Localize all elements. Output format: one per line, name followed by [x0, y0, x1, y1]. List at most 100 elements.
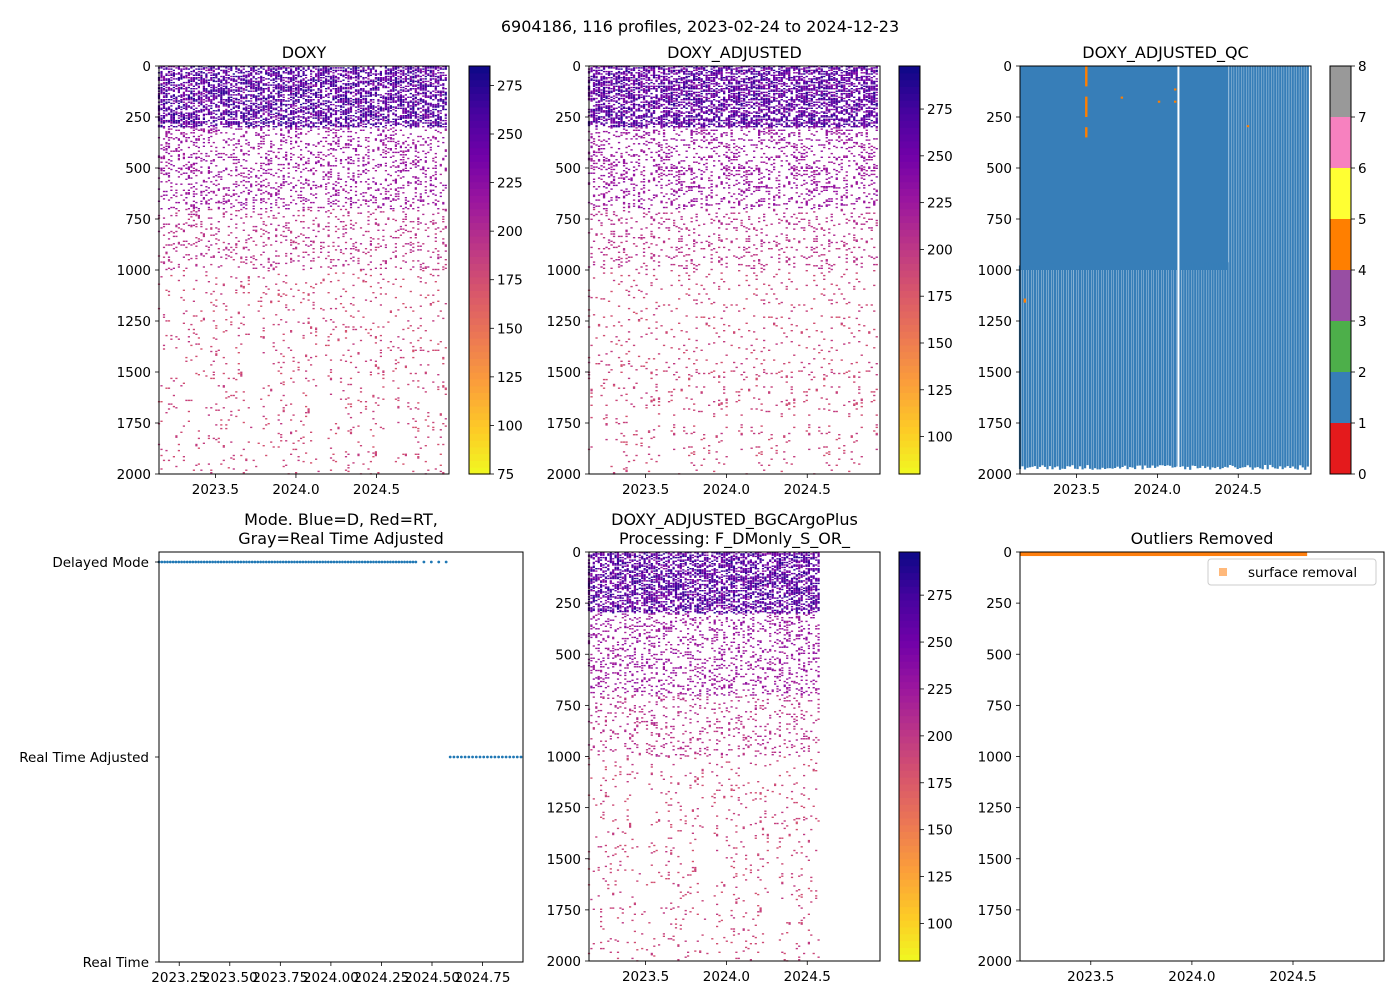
heatmap-cell — [302, 78, 305, 80]
heatmap-cell — [384, 105, 387, 107]
heatmap-cell — [275, 72, 278, 74]
heatmap-cell — [334, 90, 338, 92]
heatmap-cell — [302, 203, 305, 205]
heatmap-cell — [297, 163, 300, 166]
heatmap-cell — [320, 266, 323, 268]
heatmap-cell — [207, 90, 210, 92]
heatmap-cell — [210, 89, 213, 91]
heatmap-cell — [305, 182, 308, 184]
heatmap-cell — [297, 156, 300, 158]
heatmap-cell — [369, 95, 372, 97]
heatmap-cell — [372, 73, 375, 75]
heatmap-cell — [357, 206, 360, 209]
heatmap-cell — [384, 156, 387, 158]
heatmap-cell — [217, 156, 220, 158]
heatmap-cell — [307, 108, 310, 111]
heatmap-cell — [267, 172, 270, 174]
heatmap-cell — [347, 108, 350, 111]
heatmap-cell — [270, 388, 273, 391]
heatmap-cell — [272, 96, 275, 98]
heatmap-cell — [280, 67, 283, 69]
heatmap-cell — [392, 113, 395, 116]
heatmap-cell — [247, 277, 250, 279]
heatmap-cell — [374, 246, 377, 249]
heatmap-cell — [332, 99, 335, 101]
heatmap-cell — [287, 227, 290, 229]
heatmap-cell — [325, 257, 328, 260]
heatmap-cell — [245, 241, 248, 244]
heatmap-cell — [197, 124, 200, 127]
heatmap-cell — [207, 139, 210, 141]
heatmap-cell — [320, 77, 323, 79]
heatmap-cell — [237, 140, 240, 143]
heatmap-cell — [369, 460, 372, 463]
heatmap-cell — [339, 303, 343, 305]
heatmap-cell — [217, 94, 220, 96]
heatmap-cell — [357, 99, 360, 101]
heatmap-cell — [160, 170, 163, 172]
heatmap-cell — [295, 472, 298, 474]
heatmap-cell — [352, 126, 355, 128]
heatmap-cell — [300, 187, 303, 189]
heatmap-cell — [357, 124, 360, 127]
heatmap-cell — [162, 234, 166, 236]
heatmap-cell — [392, 79, 395, 81]
heatmap-cell — [200, 203, 203, 205]
heatmap-cell — [369, 80, 372, 83]
heatmap-cell — [177, 279, 180, 282]
heatmap-cell — [310, 85, 313, 87]
heatmap-cell — [222, 385, 225, 387]
heatmap-cell — [162, 85, 166, 87]
heatmap-cell — [302, 67, 305, 69]
heatmap-cell — [317, 470, 320, 473]
heatmap-cell — [347, 157, 350, 160]
heatmap-cell — [252, 110, 255, 112]
heatmap-cell — [327, 68, 330, 70]
heatmap-cell — [275, 193, 278, 195]
heatmap-cell — [285, 204, 288, 206]
heatmap-cell — [267, 159, 270, 161]
heatmap-cell — [195, 214, 198, 217]
heatmap-cell — [222, 212, 225, 214]
heatmap-cell — [295, 203, 298, 205]
heatmap-cell — [272, 107, 275, 109]
heatmap-cell — [290, 261, 293, 263]
heatmap-cell — [364, 139, 368, 141]
heatmap-cell — [310, 79, 313, 81]
heatmap-cell — [367, 66, 370, 68]
heatmap-cell — [242, 176, 245, 178]
heatmap-cell — [332, 74, 335, 76]
heatmap-cell — [245, 213, 248, 216]
heatmap-cell — [305, 178, 308, 180]
heatmap-cell — [187, 176, 190, 178]
heatmap-cell — [310, 188, 313, 190]
heatmap-cell — [295, 184, 298, 187]
heatmap-cell — [230, 79, 233, 81]
heatmap-cell — [347, 413, 350, 415]
heatmap-cell — [225, 257, 228, 260]
heatmap-cell — [165, 68, 168, 70]
heatmap-cell — [252, 115, 255, 117]
heatmap-cell — [354, 92, 358, 95]
heatmap-cell — [277, 361, 280, 364]
heatmap-cell — [245, 262, 248, 265]
heatmap-cell — [165, 119, 168, 122]
heatmap-cell — [307, 143, 310, 145]
heatmap-cell — [337, 90, 340, 92]
heatmap-cell — [342, 99, 345, 101]
heatmap-cell — [235, 75, 238, 78]
heatmap-cell — [237, 124, 240, 127]
heatmap-cell — [285, 464, 288, 466]
heatmap-cell — [242, 74, 245, 76]
heatmap-cell — [307, 99, 310, 101]
heatmap-cell — [197, 95, 200, 97]
heatmap-cell — [334, 97, 338, 100]
heatmap-cell — [260, 137, 263, 139]
heatmap-cell — [372, 197, 375, 199]
heatmap-cell — [369, 74, 372, 76]
heatmap-cell — [245, 74, 248, 76]
heatmap-cell — [302, 95, 305, 97]
heatmap-cell — [160, 227, 163, 229]
heatmap-cell — [394, 171, 397, 173]
heatmap-cell — [369, 118, 372, 120]
